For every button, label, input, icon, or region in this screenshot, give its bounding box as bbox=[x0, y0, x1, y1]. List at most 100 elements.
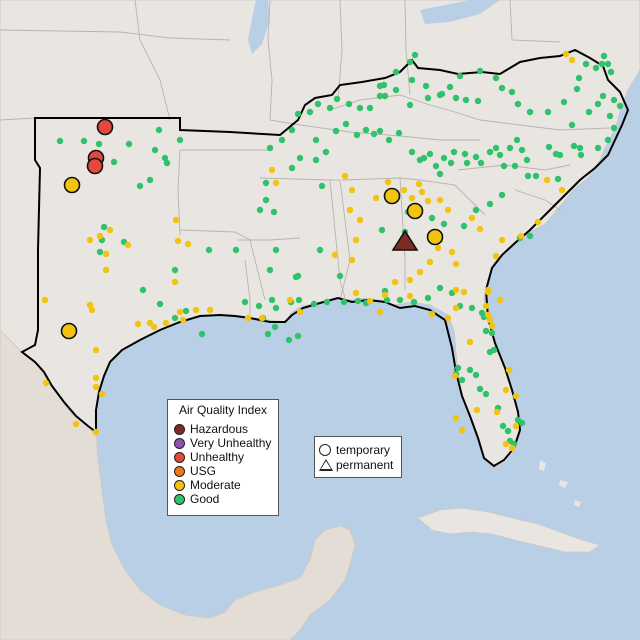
station-moderate[interactable] bbox=[562, 50, 570, 58]
station-good[interactable] bbox=[492, 144, 500, 152]
station-good[interactable] bbox=[294, 332, 302, 340]
station-good[interactable] bbox=[294, 272, 302, 280]
station-good[interactable] bbox=[526, 108, 534, 116]
station-moderate[interactable] bbox=[406, 276, 414, 284]
station-moderate[interactable] bbox=[476, 225, 484, 233]
station-good[interactable] bbox=[306, 108, 314, 116]
station-good[interactable] bbox=[182, 307, 190, 315]
station-good[interactable] bbox=[598, 60, 606, 68]
station-good[interactable] bbox=[322, 148, 330, 156]
station-moderate[interactable] bbox=[416, 268, 424, 276]
station-good[interactable] bbox=[356, 104, 364, 112]
station-good[interactable] bbox=[340, 298, 348, 306]
station-good[interactable] bbox=[488, 329, 496, 337]
station-moderate[interactable] bbox=[458, 426, 466, 434]
station-good[interactable] bbox=[452, 94, 460, 102]
station-good[interactable] bbox=[354, 297, 362, 305]
station-good[interactable] bbox=[271, 323, 279, 331]
station-good[interactable] bbox=[585, 108, 593, 116]
station-good[interactable] bbox=[468, 304, 476, 312]
station-good[interactable] bbox=[506, 144, 514, 152]
station-moderate[interactable] bbox=[86, 236, 94, 244]
station-good[interactable] bbox=[316, 246, 324, 254]
station-moderate[interactable] bbox=[150, 323, 158, 331]
station-moderate[interactable] bbox=[72, 420, 80, 428]
station-moderate[interactable] bbox=[206, 306, 214, 314]
station-good[interactable] bbox=[422, 82, 430, 90]
station-good[interactable] bbox=[345, 100, 353, 108]
station-moderate[interactable] bbox=[484, 311, 492, 319]
station-good[interactable] bbox=[376, 92, 384, 100]
station-moderate[interactable] bbox=[492, 252, 500, 260]
station-good[interactable] bbox=[278, 136, 286, 144]
station-good[interactable] bbox=[476, 385, 484, 393]
station-good[interactable] bbox=[486, 200, 494, 208]
station-good[interactable] bbox=[486, 148, 494, 156]
station-good[interactable] bbox=[310, 300, 318, 308]
station-good[interactable] bbox=[332, 127, 340, 135]
station-good[interactable] bbox=[362, 126, 370, 134]
station-moderate[interactable] bbox=[348, 256, 356, 264]
station-moderate[interactable] bbox=[92, 346, 100, 354]
station-moderate[interactable] bbox=[88, 306, 96, 314]
station-good[interactable] bbox=[312, 156, 320, 164]
station-moderate[interactable] bbox=[102, 250, 110, 258]
station-good[interactable] bbox=[518, 146, 526, 154]
station-moderate[interactable] bbox=[179, 316, 187, 324]
station-good[interactable] bbox=[462, 96, 470, 104]
station-moderate[interactable] bbox=[376, 308, 384, 316]
station-good[interactable] bbox=[472, 153, 480, 161]
station-moderate[interactable] bbox=[448, 248, 456, 256]
station-moderate-large[interactable] bbox=[426, 228, 444, 246]
station-good[interactable] bbox=[575, 74, 583, 82]
station-good[interactable] bbox=[378, 226, 386, 234]
station-good[interactable] bbox=[513, 136, 521, 144]
station-good[interactable] bbox=[366, 104, 374, 112]
station-good[interactable] bbox=[314, 100, 322, 108]
station-good[interactable] bbox=[256, 206, 264, 214]
station-moderate[interactable] bbox=[42, 379, 50, 387]
station-good[interactable] bbox=[155, 126, 163, 134]
station-good[interactable] bbox=[577, 151, 585, 159]
station-moderate[interactable] bbox=[496, 296, 504, 304]
station-moderate[interactable] bbox=[192, 306, 200, 314]
station-moderate[interactable] bbox=[92, 374, 100, 382]
station-good[interactable] bbox=[482, 390, 490, 398]
station-moderate[interactable] bbox=[184, 240, 192, 248]
station-good[interactable] bbox=[370, 130, 378, 138]
station-good[interactable] bbox=[482, 327, 490, 335]
station-moderate[interactable] bbox=[436, 196, 444, 204]
station-moderate[interactable] bbox=[408, 194, 416, 202]
station-good[interactable] bbox=[376, 82, 384, 90]
station-good[interactable] bbox=[438, 90, 446, 98]
station-good[interactable] bbox=[383, 296, 391, 304]
station-good[interactable] bbox=[466, 366, 474, 374]
station-good[interactable] bbox=[500, 162, 508, 170]
station-good[interactable] bbox=[161, 154, 169, 162]
station-good[interactable] bbox=[556, 151, 564, 159]
station-good[interactable] bbox=[139, 286, 147, 294]
station-moderate[interactable] bbox=[434, 244, 442, 252]
station-good[interactable] bbox=[604, 60, 612, 68]
station-good[interactable] bbox=[545, 143, 553, 151]
station-good[interactable] bbox=[432, 162, 440, 170]
station-good[interactable] bbox=[447, 159, 455, 167]
station-good[interactable] bbox=[395, 129, 403, 137]
station-good[interactable] bbox=[146, 176, 154, 184]
station-moderate[interactable] bbox=[96, 232, 104, 240]
station-good[interactable] bbox=[428, 214, 436, 222]
station-good[interactable] bbox=[96, 248, 104, 256]
station-good[interactable] bbox=[156, 300, 164, 308]
station-moderate[interactable] bbox=[176, 308, 184, 316]
station-good[interactable] bbox=[570, 142, 578, 150]
station-moderate[interactable] bbox=[502, 440, 510, 448]
station-good[interactable] bbox=[461, 150, 469, 158]
station-good[interactable] bbox=[411, 51, 419, 59]
station-moderate[interactable] bbox=[558, 186, 566, 194]
station-good[interactable] bbox=[100, 223, 108, 231]
station-good[interactable] bbox=[392, 86, 400, 94]
station-good[interactable] bbox=[594, 100, 602, 108]
station-good[interactable] bbox=[472, 206, 480, 214]
station-moderate[interactable] bbox=[348, 186, 356, 194]
station-good[interactable] bbox=[268, 296, 276, 304]
